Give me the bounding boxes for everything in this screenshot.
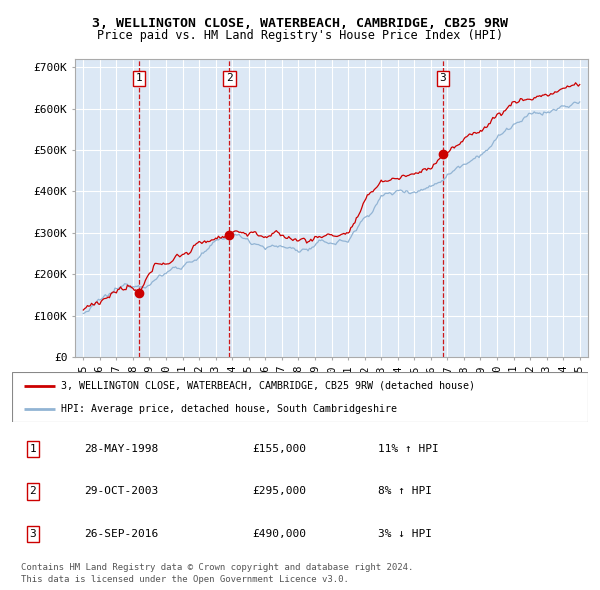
Text: £155,000: £155,000 — [252, 444, 306, 454]
Text: 2: 2 — [29, 487, 37, 496]
Text: 3, WELLINGTON CLOSE, WATERBEACH, CAMBRIDGE, CB25 9RW: 3, WELLINGTON CLOSE, WATERBEACH, CAMBRID… — [92, 17, 508, 30]
Text: 29-OCT-2003: 29-OCT-2003 — [84, 487, 158, 496]
Text: HPI: Average price, detached house, South Cambridgeshire: HPI: Average price, detached house, Sout… — [61, 404, 397, 414]
Text: £490,000: £490,000 — [252, 529, 306, 539]
Text: £295,000: £295,000 — [252, 487, 306, 496]
Text: 26-SEP-2016: 26-SEP-2016 — [84, 529, 158, 539]
Text: 11% ↑ HPI: 11% ↑ HPI — [378, 444, 439, 454]
Text: Price paid vs. HM Land Registry's House Price Index (HPI): Price paid vs. HM Land Registry's House … — [97, 29, 503, 42]
Text: 1: 1 — [29, 444, 37, 454]
Text: 2: 2 — [226, 73, 233, 83]
Text: 3: 3 — [29, 529, 37, 539]
Text: 8% ↑ HPI: 8% ↑ HPI — [378, 487, 432, 496]
Text: 3% ↓ HPI: 3% ↓ HPI — [378, 529, 432, 539]
Text: 3, WELLINGTON CLOSE, WATERBEACH, CAMBRIDGE, CB25 9RW (detached house): 3, WELLINGTON CLOSE, WATERBEACH, CAMBRID… — [61, 381, 475, 391]
Text: Contains HM Land Registry data © Crown copyright and database right 2024.
This d: Contains HM Land Registry data © Crown c… — [21, 563, 413, 584]
Text: 3: 3 — [440, 73, 446, 83]
Text: 1: 1 — [136, 73, 143, 83]
Text: 28-MAY-1998: 28-MAY-1998 — [84, 444, 158, 454]
